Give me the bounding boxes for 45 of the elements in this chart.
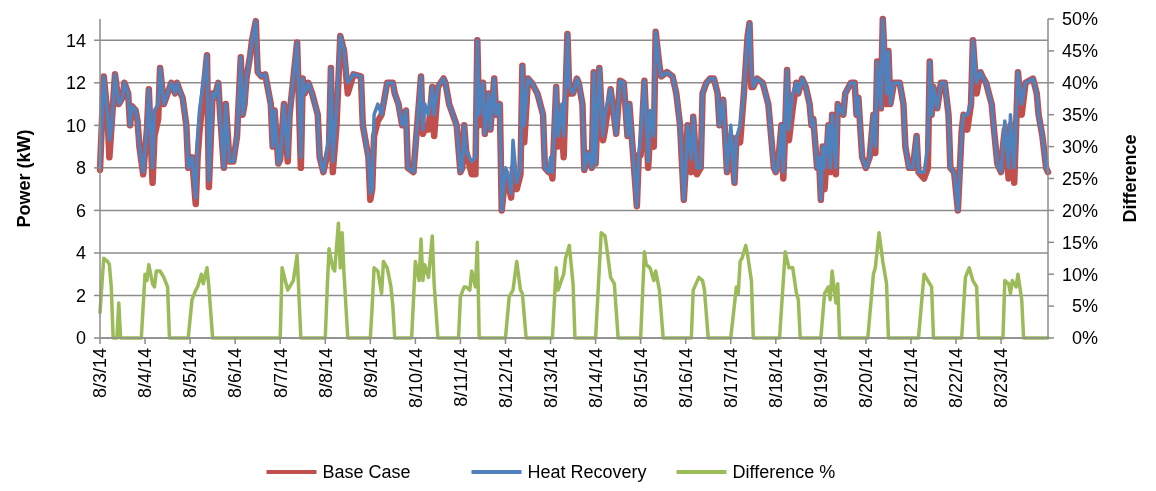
y2-tick-label: 40% [1061, 73, 1098, 94]
legend-label: Heat Recovery [527, 462, 647, 483]
x-tick-label: 8/11/14 [450, 348, 471, 407]
y-tick-label: 2 [75, 285, 86, 306]
x-tick-label: 8/23/14 [991, 348, 1012, 409]
y2-tick-label: 45% [1061, 41, 1098, 62]
y2-axis-title: Difference [1120, 134, 1140, 223]
y2-tick-label: 10% [1061, 264, 1098, 285]
y-tick-label: 14 [65, 30, 86, 51]
x-tick-label: 8/22/14 [946, 348, 967, 409]
y-tick-label: 12 [65, 73, 86, 94]
x-tick-label: 8/16/14 [676, 348, 696, 409]
y-axis-title: Power (kW) [14, 129, 34, 228]
x-tick-label: 8/8/14 [315, 348, 336, 399]
x-tick-label: 8/19/14 [811, 348, 832, 409]
x-tick-label: 8/21/14 [901, 348, 922, 409]
y-tick-label: 8 [75, 158, 86, 179]
x-tick-label: 8/13/14 [540, 348, 561, 409]
x-tick-label: 8/14/14 [585, 348, 606, 409]
y-tick-label: 10 [65, 115, 86, 136]
x-tick-label: 8/6/14 [225, 348, 246, 399]
y2-tick-label: 25% [1061, 168, 1098, 189]
x-tick-label: 8/9/14 [360, 348, 381, 399]
y-tick-label: 0 [75, 328, 86, 349]
y2-tick-label: 30% [1061, 136, 1098, 157]
x-tick-label: 8/18/14 [766, 348, 787, 409]
x-tick-label: 8/17/14 [721, 348, 742, 409]
x-tick-label: 8/4/14 [135, 348, 156, 399]
legend-label: Base Case [322, 462, 411, 483]
legend-label: Difference % [732, 462, 836, 483]
y2-tick-label: 20% [1061, 200, 1098, 221]
y-tick-label: 4 [75, 243, 86, 264]
x-tick-label: 8/3/14 [90, 348, 111, 399]
x-tick-label: 8/12/14 [495, 348, 516, 409]
y2-tick-label: 5% [1071, 296, 1098, 317]
x-tick-label: 8/15/14 [630, 348, 651, 409]
x-tick-label: 8/10/14 [405, 348, 426, 409]
x-tick-label: 8/5/14 [180, 348, 201, 399]
y2-tick-label: 35% [1061, 105, 1098, 125]
x-tick-label: 8/20/14 [856, 348, 877, 409]
y2-tick-label: 0% [1071, 328, 1098, 349]
y-tick-label: 6 [75, 200, 86, 221]
y2-tick-label: 15% [1061, 232, 1098, 253]
y2-tick-label: 50% [1061, 9, 1098, 30]
x-tick-label: 8/7/14 [270, 348, 291, 399]
